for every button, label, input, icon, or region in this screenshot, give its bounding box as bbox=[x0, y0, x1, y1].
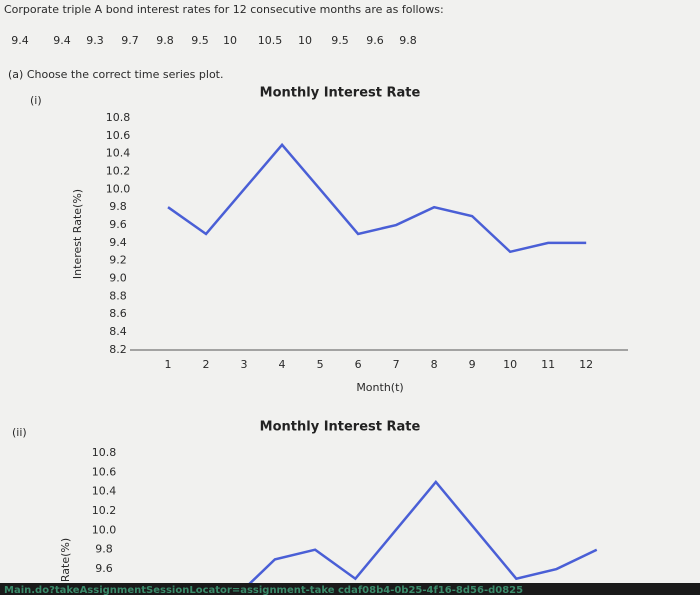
rate-value: 9.5 bbox=[331, 34, 349, 47]
question: (a) Choose the correct time series plot. bbox=[8, 68, 224, 81]
y-tick-label: 9.8 bbox=[95, 543, 113, 556]
y-tick-label: 10.8 bbox=[92, 446, 117, 459]
rate-value: 9.7 bbox=[121, 34, 139, 47]
x-tick-label: 5 bbox=[317, 358, 324, 371]
y-tick-label: 8.6 bbox=[109, 307, 127, 320]
x-tick-label: 9 bbox=[469, 358, 476, 371]
y-tick-label: 8.8 bbox=[109, 289, 127, 302]
x-tick-label: 2 bbox=[203, 358, 210, 371]
y-tick-label: 8.4 bbox=[109, 325, 127, 338]
y-tick-label: 9.8 bbox=[109, 200, 127, 213]
x-tick-label: 6 bbox=[355, 358, 362, 371]
x-tick-label: 4 bbox=[279, 358, 286, 371]
y-axis-label: Rate(%) bbox=[59, 538, 72, 582]
series-line bbox=[154, 480, 598, 595]
y-tick-label: 10.4 bbox=[92, 485, 117, 498]
x-tick-label: 11 bbox=[541, 358, 555, 371]
option-label: (ii) bbox=[12, 426, 27, 439]
option-label: (i) bbox=[30, 94, 42, 107]
y-tick-label: 10.8 bbox=[106, 111, 131, 124]
x-axis-label: Month(t) bbox=[356, 381, 403, 394]
rate-value: 9.6 bbox=[366, 34, 384, 47]
y-tick-label: 10.6 bbox=[106, 129, 131, 142]
y-tick-label: 9.0 bbox=[109, 272, 127, 285]
y-tick-label: 10.2 bbox=[106, 165, 131, 178]
y-axis-label: Interest Rate(%) bbox=[71, 189, 84, 279]
y-tick-label: 9.6 bbox=[95, 562, 113, 575]
x-tick-label: 3 bbox=[241, 358, 248, 371]
y-tick-label: 9.2 bbox=[109, 254, 127, 267]
rate-value: 10.5 bbox=[258, 34, 283, 47]
rate-value: 9.3 bbox=[86, 34, 104, 47]
y-tick-label: 10.2 bbox=[92, 504, 117, 517]
rate-value: 9.5 bbox=[191, 34, 209, 47]
rate-value: 9.8 bbox=[156, 34, 174, 47]
chart-title: Monthly Interest Rate bbox=[260, 86, 421, 101]
rate-value: 9.8 bbox=[399, 34, 417, 47]
status-bar bbox=[0, 583, 700, 595]
series-line bbox=[167, 142, 587, 254]
rate-value: 10 bbox=[223, 34, 237, 47]
y-tick-label: 8.2 bbox=[109, 343, 127, 356]
status-url: Main.do?takeAssignmentSessionLocator=ass… bbox=[4, 585, 523, 595]
x-tick-label: 8 bbox=[431, 358, 438, 371]
x-tick-label: 7 bbox=[393, 358, 400, 371]
y-tick-label: 10.6 bbox=[92, 465, 117, 478]
rate-value: 9.4 bbox=[53, 34, 71, 47]
x-tick-label: 1 bbox=[165, 358, 172, 371]
y-tick-label: 9.4 bbox=[109, 236, 127, 249]
y-tick-label: 9.6 bbox=[109, 218, 127, 231]
rate-value: 10 bbox=[298, 34, 312, 47]
y-tick-label: 10.4 bbox=[106, 147, 131, 160]
rate-value: 9.4 bbox=[11, 34, 29, 47]
x-tick-label: 10 bbox=[503, 358, 517, 371]
x-tick-label: 12 bbox=[579, 358, 593, 371]
problem-text: Corporate triple A bond interest rates f… bbox=[4, 3, 444, 16]
chart-title: Monthly Interest Rate bbox=[260, 420, 421, 435]
y-tick-label: 10.0 bbox=[106, 182, 131, 195]
y-tick-label: 10.0 bbox=[92, 523, 117, 536]
